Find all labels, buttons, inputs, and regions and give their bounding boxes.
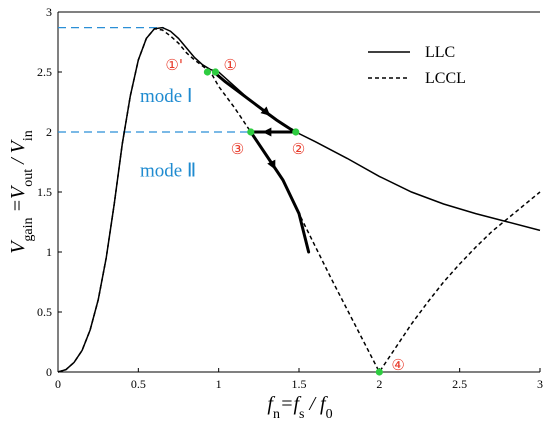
y-tick-label: 0.5 [37, 305, 52, 319]
axis-label-part: in [21, 130, 36, 141]
axis-label-part: =V [7, 184, 29, 217]
operating-point [292, 128, 300, 136]
axis-label-part: f [267, 393, 275, 415]
x-tick-label: 0 [55, 377, 61, 391]
point-label: ② [292, 140, 305, 158]
axis-label-part: s [299, 407, 304, 422]
series-line-llc [57, 26, 541, 373]
x-tick-label: 2.5 [452, 377, 467, 391]
x-tick-label: 2 [376, 377, 382, 391]
trajectory-segment [249, 130, 311, 254]
axis-label-part: / V [7, 138, 29, 169]
arrow-head [260, 106, 271, 116]
legend: LLC LCCL [368, 44, 466, 87]
series-line-lccl [57, 27, 541, 374]
point-label: ①' [165, 56, 183, 74]
legend-label: LCCL [425, 70, 466, 87]
operating-point [247, 128, 255, 136]
axis-label-part: / f [304, 393, 328, 415]
trajectory-segment [212, 70, 298, 134]
x-axis-label: fn=fs / f0 [267, 393, 332, 422]
axis-label-part: 0 [326, 407, 333, 422]
axis-label-part: gain [21, 217, 36, 241]
x-tick-label: 3 [537, 377, 543, 391]
y-tick-label: 2 [46, 125, 52, 139]
axis-label-part: =f [280, 393, 301, 415]
x-tick-label: 1 [216, 377, 222, 391]
x-tick-label: 0.5 [131, 377, 146, 391]
axis-label-part: n [273, 407, 280, 422]
point-label: ① [223, 56, 236, 74]
y-tick-label: 1.5 [37, 185, 52, 199]
legend-label: LLC [425, 44, 455, 61]
axis-label-part: V [7, 239, 29, 254]
y-tick-label: 3 [46, 5, 52, 19]
point-label: ④ [391, 356, 404, 374]
x-tick-label: 1.5 [292, 377, 307, 391]
y-tick-label: 1 [46, 245, 52, 259]
mode-label: mode Ⅱ [140, 160, 196, 181]
axis-label-part: out [21, 169, 36, 187]
arrow-head [262, 127, 272, 137]
arrow-head [267, 159, 276, 170]
point-label: ③ [231, 140, 244, 158]
y-tick-label: 0 [46, 365, 52, 379]
operating-point [375, 368, 383, 376]
mode-label: mode Ⅰ [140, 86, 193, 107]
operating-point [203, 68, 212, 76]
y-axis-label: Vgain =Vout / Vin [7, 130, 36, 254]
y-tick-label: 2.5 [37, 65, 52, 79]
operating-point [211, 68, 220, 76]
plot-area: 0 0.5 1 1.5 2 2.5 3 0 0.5 1 1.5 2 2.5 3 ①' ① ② ③ ④ mode Ⅰ mo… [37, 5, 543, 391]
